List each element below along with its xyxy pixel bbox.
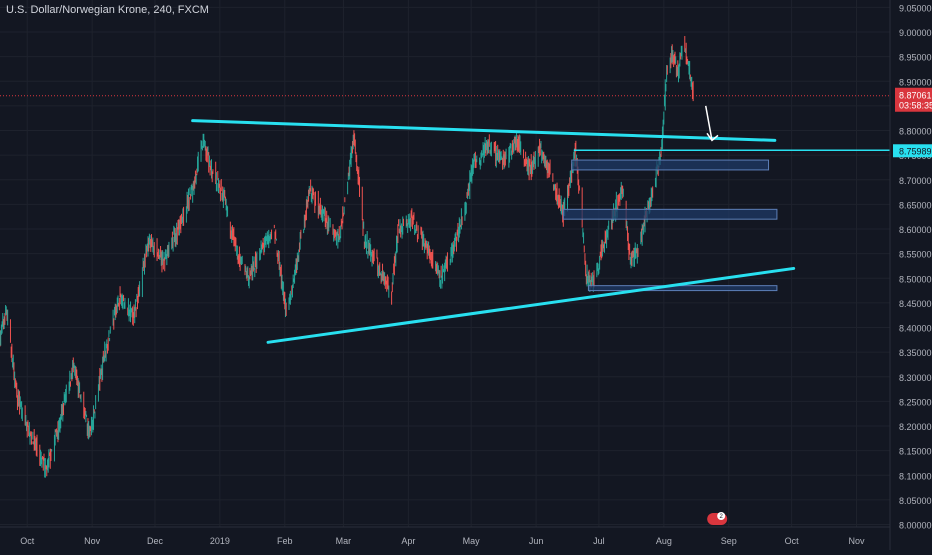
symbol-title: U.S. Dollar/Norwegian Krone, 240, FXCM	[6, 4, 209, 16]
trendline-lower	[266, 266, 796, 344]
price-tick-label: 8.25000	[899, 397, 932, 407]
price-zone	[562, 208, 778, 220]
price-tick-label: 8.30000	[899, 373, 932, 383]
price-tick-label: 9.05000	[899, 3, 932, 13]
price-tick-label: 8.00000	[899, 521, 932, 531]
time-tick-label: Oct	[785, 536, 800, 546]
current-price-label-bg	[895, 87, 932, 112]
price-tick-label: 8.90000	[899, 77, 932, 87]
time-axis: Oct Nov Dec 2019 Feb Mar Apr May Jun Jul Aug Sep Oct…	[0, 526, 890, 546]
time-tick-label: Oct	[20, 536, 35, 546]
price-tick-label: 8.70000	[899, 176, 932, 186]
time-tick-label: Nov	[84, 536, 101, 546]
time-tick-label: Sep	[721, 536, 737, 546]
time-tick-label: Jun	[529, 536, 544, 546]
time-tick-label: Nov	[848, 536, 865, 546]
price-axis: 9.050009.000008.950008.900008.850008.800…	[889, 0, 932, 550]
price-tick-label: 8.95000	[899, 53, 932, 63]
current-price-label: 8.87061	[899, 91, 932, 101]
candles	[0, 36, 694, 478]
time-tick-label: Mar	[336, 536, 352, 546]
time-tick-label: Dec	[147, 536, 164, 546]
price-tick-label: 9.00000	[899, 28, 932, 38]
event-badge-dot	[717, 512, 726, 520]
level-label: 8.75989	[899, 146, 932, 156]
supply-demand-zones	[562, 159, 778, 292]
level-label-bg	[893, 144, 932, 158]
time-tick-label: Feb	[277, 536, 293, 546]
price-tick-label: 8.35000	[899, 348, 932, 358]
price-tick-label: 8.20000	[899, 422, 932, 432]
price-tick-label: 8.45000	[899, 299, 932, 309]
price-tick-label: 8.10000	[899, 471, 932, 481]
event-badge-label: 2	[720, 514, 724, 520]
price-tick-label: 8.80000	[899, 127, 932, 137]
price-tick-label: 8.55000	[899, 250, 932, 260]
price-tick-label: 8.05000	[899, 496, 932, 506]
price-tick-label: 8.50000	[899, 274, 932, 284]
countdown-label: 03:58:35	[899, 101, 932, 111]
price-tick-label: 8.40000	[899, 324, 932, 334]
price-zone	[587, 285, 778, 292]
price-tick-label: 8.65000	[899, 200, 932, 210]
time-tick-label: Jul	[593, 536, 605, 546]
trendline-upper	[191, 119, 777, 142]
arrow-shaft	[704, 105, 713, 141]
time-tick-label: May	[463, 536, 481, 546]
price-tick-label: 8.15000	[899, 447, 932, 457]
arrow-head	[706, 132, 719, 142]
grid-lines	[0, 0, 890, 527]
time-tick-label: 2019	[210, 536, 230, 546]
time-tick-label: Apr	[401, 536, 415, 546]
price-tick-label: 8.60000	[899, 225, 932, 235]
time-tick-label: Aug	[656, 536, 672, 546]
price-zone	[571, 159, 770, 171]
